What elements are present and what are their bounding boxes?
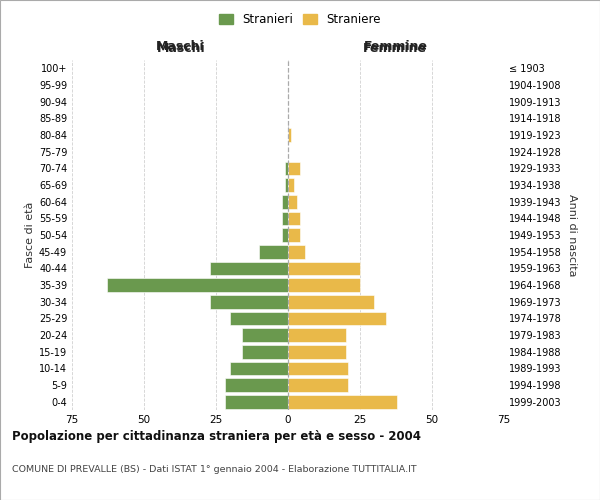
Bar (288, 245, 305, 258)
Bar (259, 245, 288, 258)
Bar (288, 295, 374, 308)
Bar (230, 312, 288, 325)
Bar (288, 162, 299, 175)
Bar (230, 362, 288, 375)
Text: COMUNE DI PREVALLE (BS) - Dati ISTAT 1° gennaio 2004 - Elaborazione TUTTITALIA.I: COMUNE DI PREVALLE (BS) - Dati ISTAT 1° … (12, 466, 416, 474)
Bar (107, 278, 288, 292)
Bar (288, 378, 349, 392)
Bar (288, 312, 386, 325)
Bar (224, 395, 288, 408)
Y-axis label: Anni di nascita: Anni di nascita (567, 194, 577, 276)
Bar (288, 178, 294, 192)
Bar (288, 345, 346, 358)
Bar (288, 212, 299, 225)
Text: Popolazione per cittadinanza straniera per età e sesso - 2004: Popolazione per cittadinanza straniera p… (12, 430, 421, 443)
Bar (288, 395, 397, 408)
Bar (242, 345, 288, 358)
Legend: Stranieri, Straniere: Stranieri, Straniere (214, 8, 386, 31)
Bar (288, 362, 349, 375)
Bar (210, 262, 288, 275)
Bar (288, 228, 299, 242)
Text: Maschi: Maschi (157, 42, 206, 55)
Bar (282, 195, 288, 208)
Bar (282, 228, 288, 242)
Bar (242, 328, 288, 342)
Bar (285, 178, 288, 192)
Text: Maschi: Maschi (155, 40, 205, 52)
Bar (282, 212, 288, 225)
Bar (288, 128, 291, 142)
Text: Femmine: Femmine (362, 42, 427, 55)
Text: Femmine: Femmine (364, 40, 428, 52)
Bar (285, 162, 288, 175)
Bar (224, 378, 288, 392)
Bar (288, 195, 296, 208)
Bar (210, 295, 288, 308)
Bar (288, 328, 346, 342)
Y-axis label: Fasce di età: Fasce di età (25, 202, 35, 268)
Bar (288, 278, 360, 292)
Bar (288, 262, 360, 275)
